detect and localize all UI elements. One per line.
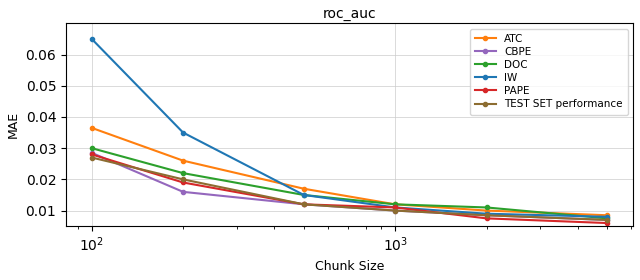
ATC (604, 214, 611, 217)
CBPE (179, 190, 187, 193)
PAPE (88, 153, 95, 156)
TEST SET performance (483, 214, 490, 217)
CBPE (483, 214, 490, 217)
CBPE (300, 203, 308, 206)
X-axis label: Chunk Size: Chunk Size (315, 260, 384, 273)
ATC (300, 187, 308, 190)
ATC (88, 126, 95, 130)
DOC (391, 203, 399, 206)
TEST SET performance (179, 178, 187, 181)
TEST SET performance (391, 209, 399, 212)
IW (179, 131, 187, 134)
DOC (300, 193, 308, 197)
DOC (604, 217, 611, 220)
TEST SET performance (88, 156, 95, 159)
Line: TEST SET performance: TEST SET performance (90, 155, 609, 222)
TEST SET performance (604, 218, 611, 221)
IW (391, 206, 399, 209)
ATC (483, 209, 490, 212)
Legend: ATC, CBPE, DOC, IW, PAPE, TEST SET performance: ATC, CBPE, DOC, IW, PAPE, TEST SET perfo… (470, 29, 628, 115)
Line: ATC: ATC (90, 126, 609, 217)
ATC (391, 203, 399, 206)
PAPE (179, 181, 187, 184)
Line: PAPE: PAPE (90, 152, 609, 225)
CBPE (88, 151, 95, 155)
IW (88, 37, 95, 41)
IW (483, 212, 490, 215)
DOC (179, 171, 187, 175)
Y-axis label: MAE: MAE (7, 111, 20, 138)
PAPE (391, 206, 399, 209)
Title: roc_auc: roc_auc (323, 7, 376, 21)
TEST SET performance (300, 203, 308, 206)
ATC (179, 159, 187, 162)
Line: IW: IW (90, 37, 609, 219)
PAPE (604, 221, 611, 225)
CBPE (604, 218, 611, 221)
Line: CBPE: CBPE (90, 151, 609, 222)
PAPE (300, 203, 308, 206)
IW (604, 215, 611, 218)
DOC (483, 206, 490, 209)
IW (300, 193, 308, 197)
PAPE (483, 217, 490, 220)
CBPE (391, 209, 399, 212)
Line: DOC: DOC (90, 146, 609, 220)
DOC (88, 146, 95, 150)
